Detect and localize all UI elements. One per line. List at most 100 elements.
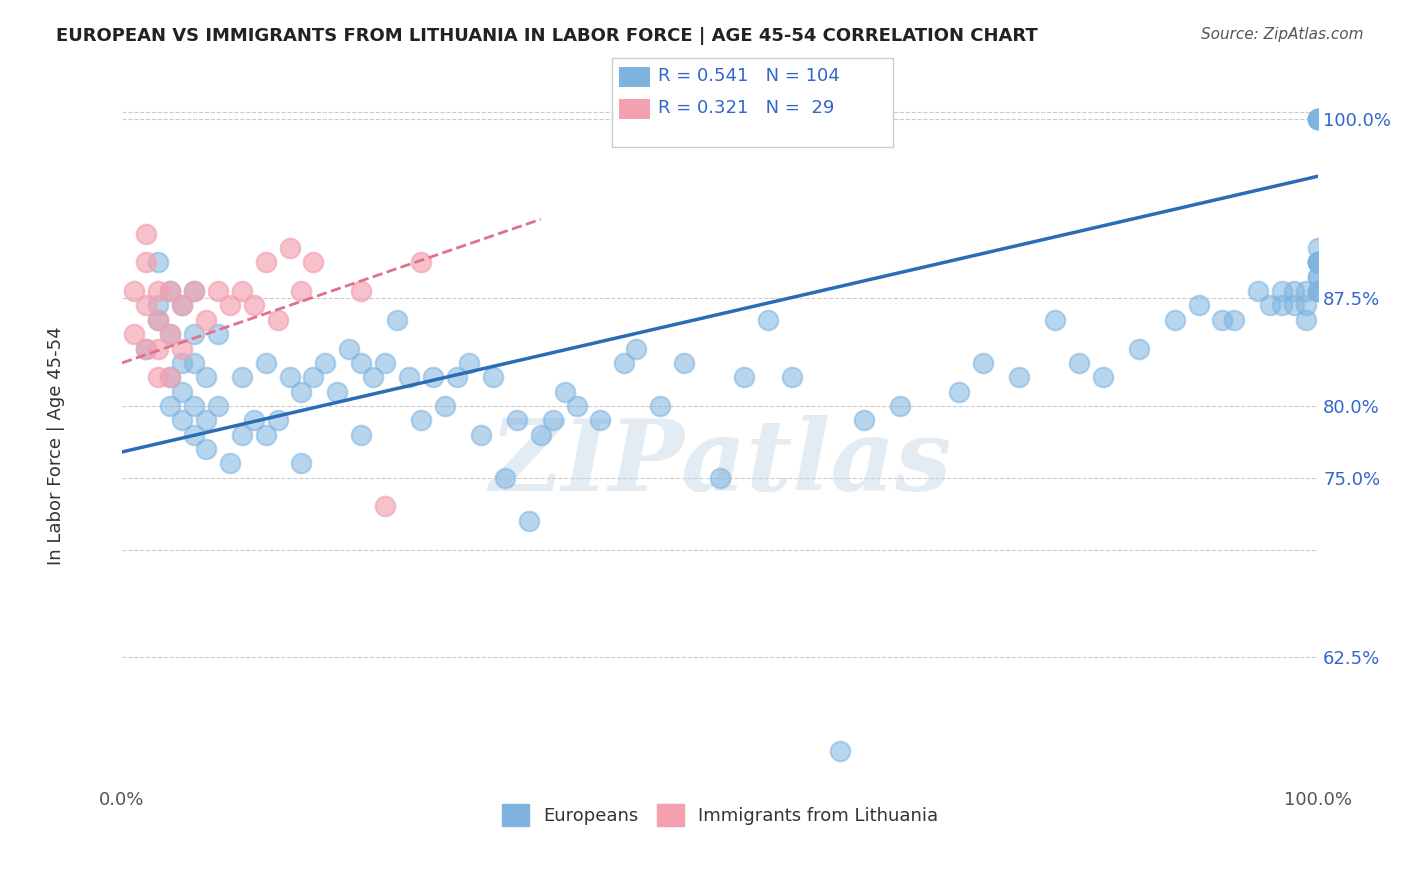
Point — [613, 356, 636, 370]
Point — [422, 370, 444, 384]
Point — [1008, 370, 1031, 384]
Point — [1043, 313, 1066, 327]
Point — [254, 255, 277, 269]
Point — [135, 255, 157, 269]
Point — [1308, 269, 1330, 284]
Point — [1308, 112, 1330, 126]
Point — [948, 384, 970, 399]
Point — [1308, 255, 1330, 269]
Point — [482, 370, 505, 384]
Point — [780, 370, 803, 384]
Point — [1128, 342, 1150, 356]
Point — [146, 370, 169, 384]
Point — [972, 356, 994, 370]
Point — [159, 399, 181, 413]
Point — [1308, 284, 1330, 298]
Point — [530, 427, 553, 442]
Point — [565, 399, 588, 413]
Point — [409, 413, 432, 427]
Point — [146, 313, 169, 327]
Point — [278, 241, 301, 255]
Point — [1295, 298, 1317, 312]
Legend: Europeans, Immigrants from Lithuania: Europeans, Immigrants from Lithuania — [494, 795, 948, 835]
Point — [494, 471, 516, 485]
Point — [374, 356, 396, 370]
Point — [159, 327, 181, 342]
Point — [889, 399, 911, 413]
Point — [231, 370, 253, 384]
Text: R = 0.541   N = 104: R = 0.541 N = 104 — [658, 67, 839, 85]
Point — [433, 399, 456, 413]
Point — [146, 313, 169, 327]
Point — [337, 342, 360, 356]
Point — [350, 356, 373, 370]
Point — [517, 514, 540, 528]
Point — [506, 413, 529, 427]
Point — [446, 370, 468, 384]
Point — [470, 427, 492, 442]
Point — [135, 227, 157, 241]
Point — [207, 399, 229, 413]
Point — [290, 457, 312, 471]
Point — [302, 370, 325, 384]
Point — [159, 284, 181, 298]
Point — [135, 298, 157, 312]
Point — [242, 298, 264, 312]
Point — [1282, 284, 1305, 298]
Point — [541, 413, 564, 427]
Point — [231, 284, 253, 298]
Point — [1308, 284, 1330, 298]
Point — [159, 284, 181, 298]
Text: EUROPEAN VS IMMIGRANTS FROM LITHUANIA IN LABOR FORCE | AGE 45-54 CORRELATION CHA: EUROPEAN VS IMMIGRANTS FROM LITHUANIA IN… — [56, 27, 1038, 45]
Point — [650, 399, 672, 413]
Point — [159, 327, 181, 342]
Point — [733, 370, 755, 384]
Point — [170, 413, 193, 427]
Point — [207, 327, 229, 342]
Point — [326, 384, 349, 399]
Point — [1308, 112, 1330, 126]
Point — [458, 356, 481, 370]
Point — [1308, 112, 1330, 126]
Point — [183, 356, 205, 370]
Text: ZIPatlas: ZIPatlas — [489, 415, 952, 512]
Point — [122, 284, 145, 298]
Text: R = 0.321   N =  29: R = 0.321 N = 29 — [658, 99, 834, 117]
Point — [1308, 112, 1330, 126]
Text: In Labor Force | Age 45-54: In Labor Force | Age 45-54 — [48, 326, 65, 566]
Point — [122, 327, 145, 342]
Point — [626, 342, 648, 356]
Point — [1308, 269, 1330, 284]
Point — [1308, 112, 1330, 126]
Point — [207, 284, 229, 298]
Point — [1163, 313, 1185, 327]
Point — [194, 413, 217, 427]
Point — [350, 284, 373, 298]
Point — [254, 427, 277, 442]
Point — [146, 342, 169, 356]
Point — [1211, 313, 1233, 327]
Point — [1223, 313, 1246, 327]
Point — [170, 298, 193, 312]
Point — [183, 284, 205, 298]
Point — [1247, 284, 1270, 298]
Point — [183, 327, 205, 342]
Point — [254, 356, 277, 370]
Point — [1308, 255, 1330, 269]
Point — [290, 284, 312, 298]
Point — [159, 370, 181, 384]
Point — [183, 427, 205, 442]
Point — [146, 298, 169, 312]
Point — [170, 298, 193, 312]
Point — [170, 384, 193, 399]
Point — [290, 384, 312, 399]
Point — [218, 457, 240, 471]
Point — [266, 313, 288, 327]
Point — [1308, 255, 1330, 269]
Text: Source: ZipAtlas.com: Source: ZipAtlas.com — [1201, 27, 1364, 42]
Point — [278, 370, 301, 384]
Point — [183, 399, 205, 413]
Point — [159, 370, 181, 384]
Point — [350, 427, 373, 442]
Point — [1308, 241, 1330, 255]
